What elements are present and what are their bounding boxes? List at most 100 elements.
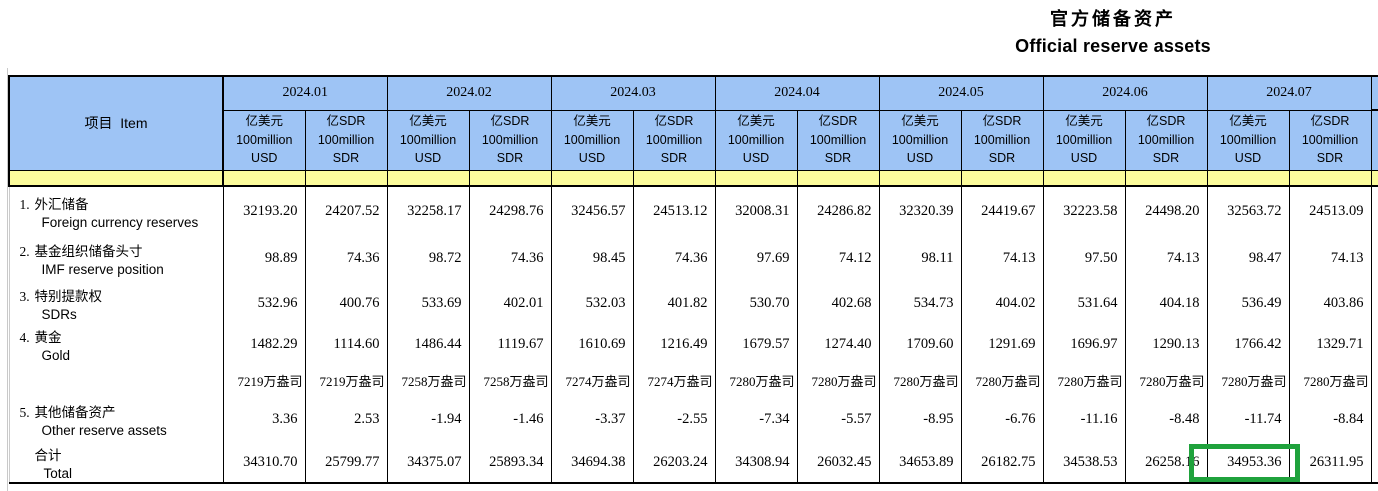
- value-cell: 32008.31: [714, 186, 798, 236]
- item-number: 5.: [19, 405, 30, 420]
- value-cell: 25893.34: [468, 442, 552, 484]
- sdr-unit-header: 亿SDR 100million SDR: [796, 109, 880, 171]
- value-cell: 531.64: [1042, 281, 1126, 326]
- value-cell: 32193.20: [222, 186, 306, 236]
- yellow-band-cell: [550, 169, 634, 187]
- usd-unit-header: 亿美元 100million USD: [222, 109, 306, 171]
- cutoff-value-cell: [1370, 236, 1378, 281]
- table-row: 合计 Total 34310.70 25799.77 34375.07 25893.34 3…: [8, 442, 1378, 484]
- sdr-unit-header: 亿SDR 100million SDR: [1288, 109, 1372, 171]
- value-cell: 1114.60: [304, 326, 388, 363]
- value-cell: 97.69: [714, 236, 798, 281]
- unit-header-line: SDR: [660, 151, 688, 166]
- value-cell: 26203.24: [632, 442, 716, 484]
- item-name-zh: 黄金: [34, 330, 62, 345]
- month-header: 2024.02: [386, 75, 552, 111]
- table-row: 7219万盎司 7219万盎司 7258万盎司 7258万盎司 7274万盎司 7274万…: [8, 363, 1378, 397]
- unit-header-line: 100million: [481, 132, 539, 147]
- item-cell: 1. 外汇储备 Foreign currency reserves: [8, 186, 224, 236]
- item-name-zh: 外汇储备: [34, 197, 89, 212]
- unit-header-line: 100million: [727, 132, 785, 147]
- yellow-band-cell: [1124, 169, 1208, 187]
- value-cell: 32456.57: [550, 186, 634, 236]
- item-cell: 4. 黄金 Gold: [8, 326, 224, 363]
- cutoff-value-cell: [1370, 326, 1378, 363]
- usd-unit-header: 亿美元 100million USD: [1206, 109, 1290, 171]
- value-cell: 404.18: [1124, 281, 1208, 326]
- item-name-zh: 基金组织储备头寸: [34, 244, 143, 259]
- yellow-band-cell: [1206, 169, 1290, 187]
- yellow-band-cell: [1042, 169, 1126, 187]
- unit-header-line: 100million: [973, 132, 1031, 147]
- value-cell: 532.03: [550, 281, 634, 326]
- unit-header-line: SDR: [1316, 151, 1344, 166]
- yellow-band-cell: [386, 169, 470, 187]
- unit-header-line: 100million: [563, 132, 621, 147]
- value-cell: 34375.07: [386, 442, 470, 484]
- cutoff-value-cell: [1370, 442, 1378, 484]
- item-number: 4.: [19, 330, 30, 345]
- sdr-unit-header: 亿SDR 100million SDR: [1124, 109, 1208, 171]
- unit-header-line: 100million: [399, 132, 457, 147]
- value-cell: -11.74: [1206, 397, 1290, 442]
- value-cell: -7.34: [714, 397, 798, 442]
- value-cell: 1610.69: [550, 326, 634, 363]
- item-number: 3.: [19, 289, 30, 304]
- cutoff-value-cell: [1370, 397, 1378, 442]
- value-cell: 401.82: [632, 281, 716, 326]
- value-cell: 34694.38: [550, 442, 634, 484]
- value-cell: 32320.39: [878, 186, 962, 236]
- table-body: 1. 外汇储备 Foreign currency reserves 32193.20 2…: [8, 186, 1378, 484]
- cutoff-value-cell: [1370, 186, 1378, 236]
- value-cell: 1696.97: [1042, 326, 1126, 363]
- unit-header-line: 100million: [645, 132, 703, 147]
- value-cell: 34953.36: [1206, 442, 1290, 484]
- value-cell: 25799.77: [304, 442, 388, 484]
- value-cell: 1216.49: [632, 326, 716, 363]
- value-cell: 26032.45: [796, 442, 880, 484]
- item-number: 2.: [19, 244, 30, 259]
- value-cell: 7280万盎司: [1288, 363, 1372, 397]
- value-cell: 74.36: [304, 236, 388, 281]
- value-cell: -8.48: [1124, 397, 1208, 442]
- unit-header-line: 亿SDR: [1310, 113, 1350, 128]
- month-header: 2024.06: [1042, 75, 1208, 111]
- unit-header-line: USD: [578, 151, 606, 166]
- unit-header-line: 100million: [1301, 132, 1359, 147]
- value-cell: 1679.57: [714, 326, 798, 363]
- value-cell: 34538.53: [1042, 442, 1126, 484]
- value-cell: 26311.95: [1288, 442, 1372, 484]
- value-cell: 74.13: [1124, 236, 1208, 281]
- yellow-band-cell: [632, 169, 716, 187]
- table-row: 2. 基金组织储备头寸 IMF reserve position 98.89 74.36…: [8, 236, 1378, 281]
- value-cell: 74.13: [960, 236, 1044, 281]
- yellow-band-cell: [1370, 169, 1378, 187]
- value-cell: 1290.13: [1124, 326, 1208, 363]
- unit-header-line: SDR: [332, 151, 360, 166]
- month-header: 2024.07: [1206, 75, 1372, 111]
- table-row: 5. 其他储备资产 Other reserve assets 3.36 2.53 -1.9…: [8, 397, 1378, 442]
- cutoff-unit-header: [1370, 109, 1378, 171]
- unit-header-line: SDR: [988, 151, 1016, 166]
- item-name-en: Gold: [41, 348, 71, 363]
- value-cell: 98.72: [386, 236, 470, 281]
- yellow-band-cell: [304, 169, 388, 187]
- item-label-zh: 3. 特别提款权: [20, 285, 223, 305]
- unit-header-line: USD: [1070, 151, 1098, 166]
- value-cell: 74.36: [632, 236, 716, 281]
- unit-header-line: USD: [1234, 151, 1262, 166]
- yellow-band-cell: [878, 169, 962, 187]
- value-cell: 7280万盎司: [960, 363, 1044, 397]
- unit-header-line: SDR: [1152, 151, 1180, 166]
- unit-header-line: USD: [742, 151, 770, 166]
- value-cell: 97.50: [1042, 236, 1126, 281]
- sdr-unit-header: 亿SDR 100million SDR: [468, 109, 552, 171]
- item-cell: [8, 363, 224, 397]
- sdr-unit-header: 亿SDR 100million SDR: [632, 109, 716, 171]
- table-row: 1. 外汇储备 Foreign currency reserves 32193.20 2…: [8, 186, 1378, 236]
- value-cell: 532.96: [222, 281, 306, 326]
- item-number: 1.: [19, 197, 30, 212]
- value-cell: 26182.75: [960, 442, 1044, 484]
- value-cell: 7274万盎司: [632, 363, 716, 397]
